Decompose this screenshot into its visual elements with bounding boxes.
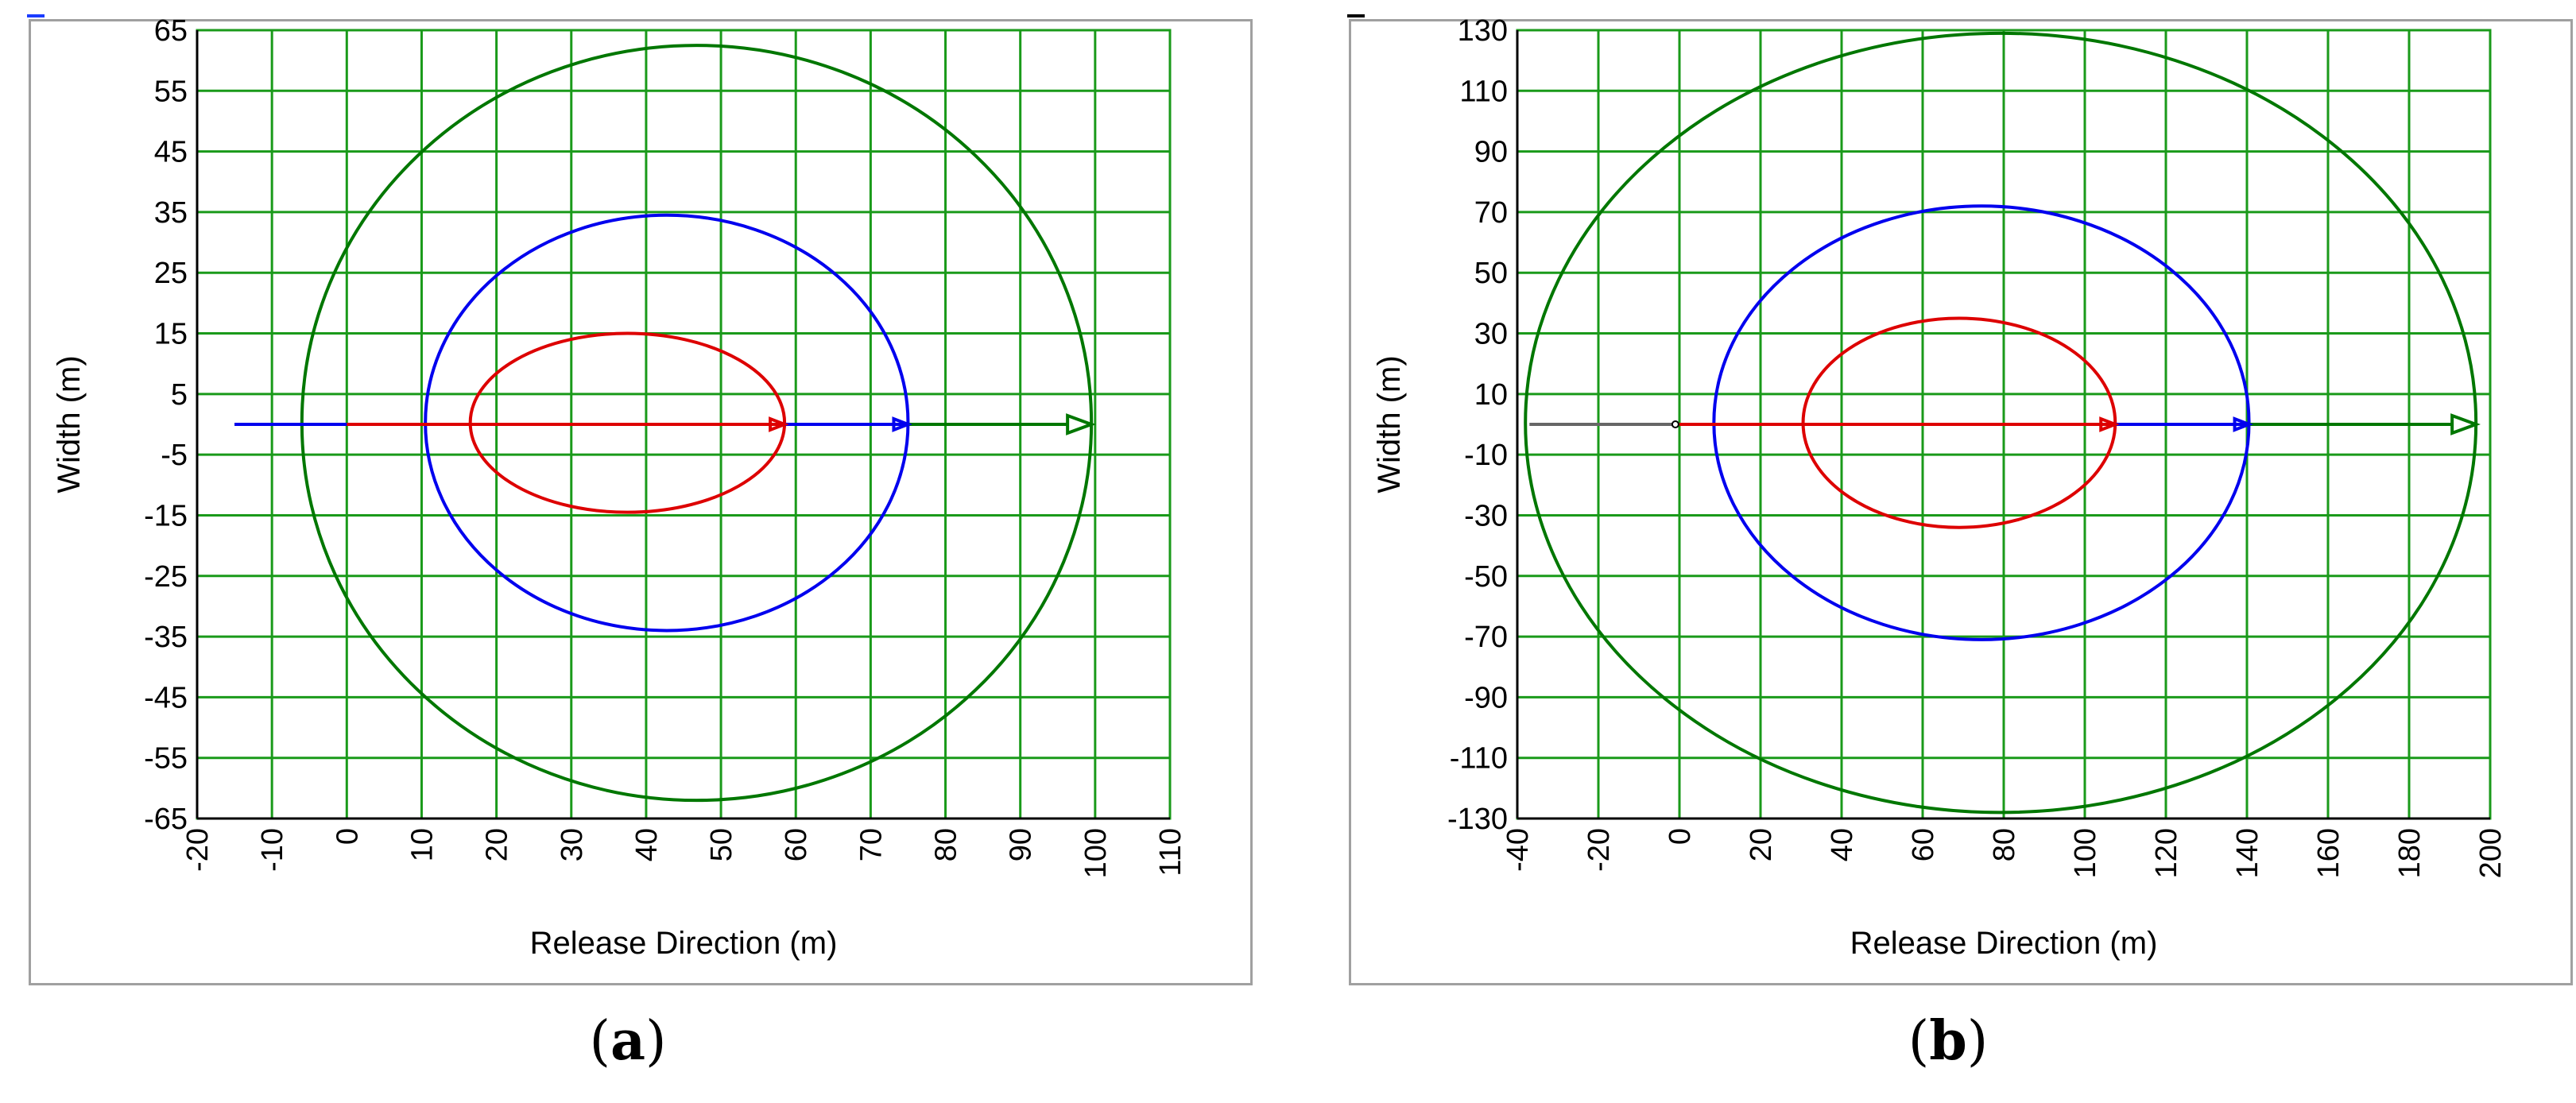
x-tick-label: 10 <box>405 828 439 861</box>
x-tick-label: 70 <box>854 828 888 861</box>
y-tick-label: -10 <box>1464 439 1508 472</box>
y-axis-title: Width (m) <box>52 355 87 493</box>
x-tick-label: 110 <box>1154 828 1187 877</box>
x-tick-label: 50 <box>705 828 738 861</box>
x-tick-label: 140 <box>2231 828 2264 878</box>
chart-svg-a: 65 55 45 35 25 15 5 -5 -15 -25 -35 -45 -55 -65-20 -10 0… <box>52 14 1187 961</box>
y-tick-label: -65 <box>144 803 188 836</box>
x-tick-label: 180 <box>2393 828 2427 878</box>
y-tick-label: -70 <box>1464 621 1508 654</box>
y-tick-label: -5 <box>161 439 188 472</box>
y-tick-label: -90 <box>1464 681 1508 714</box>
x-tick-label: 90 <box>1005 828 1038 861</box>
y-tick-label: -35 <box>144 621 188 654</box>
x-tick-label: 0 <box>1664 828 1697 845</box>
panel-caption: (b) <box>1908 1009 1989 1073</box>
x-tick-label: 160 <box>2312 828 2346 878</box>
y-tick-label: 50 <box>1474 257 1508 290</box>
x-tick-label: 20 <box>481 828 514 861</box>
y-tick-label: 70 <box>1474 196 1508 230</box>
topmark <box>27 14 45 17</box>
y-tick-label: -30 <box>1464 499 1508 532</box>
arrow-head <box>2450 413 2481 435</box>
x-tick-label: 100 <box>1079 828 1113 878</box>
arrow-head <box>769 416 789 432</box>
x-tick-label: -20 <box>1582 828 1616 872</box>
topmark <box>1347 14 1365 17</box>
y-axis-title: Width (m) <box>1372 355 1407 493</box>
y-tick-label: 110 <box>1459 75 1508 108</box>
y-tick-label: -50 <box>1464 560 1508 594</box>
y-tick-label: 25 <box>154 257 188 290</box>
arrow-head <box>2233 416 2254 432</box>
x-tick-label: -20 <box>181 828 215 872</box>
x-tick-label: 60 <box>780 828 813 861</box>
x-tick-label: 120 <box>2150 828 2183 878</box>
x-tick-label: 80 <box>1988 828 2021 861</box>
chart-panel-b: 130 110 90 70 50 30 10 -10 -30 -50 -70 -90 -110 -130-… <box>1320 0 2576 1103</box>
y-tick-label: -55 <box>144 742 188 776</box>
y-tick-label: 130 <box>1458 14 1508 48</box>
panel-caption: (a) <box>589 1009 667 1073</box>
x-tick-label: 30 <box>556 828 589 861</box>
y-tick-label: 30 <box>1474 318 1508 351</box>
y-tick-label: -110 <box>1450 742 1508 776</box>
x-tick-label: -40 <box>1501 828 1535 872</box>
y-tick-label: 90 <box>1474 136 1508 169</box>
y-tick-label: 15 <box>154 318 188 351</box>
x-tick-label: 80 <box>930 828 963 861</box>
x-tick-label: 40 <box>1826 828 1859 861</box>
x-tick-label: 20 <box>1745 828 1778 861</box>
x-axis-title: Release Direction (m) <box>1850 926 2158 961</box>
arrow-head <box>892 416 912 432</box>
source-point <box>1671 420 1679 428</box>
arrow-head <box>2099 416 2120 432</box>
arrow-head <box>1066 413 1096 435</box>
y-tick-label: 65 <box>154 14 188 48</box>
y-tick-label: -15 <box>144 499 188 532</box>
y-tick-label: -130 <box>1447 803 1508 836</box>
x-tick-label: 200 <box>2474 828 2508 878</box>
y-tick-label: 10 <box>1474 378 1508 412</box>
chart-panel-a: 65 55 45 35 25 15 5 -5 -15 -25 -35 -45 -55 -65 -20 -10 0… <box>0 0 1256 1103</box>
y-tick-label: 35 <box>154 196 188 230</box>
chart-svg-b: 1301109070503010-10-30-50-70-90-110-130-… <box>1372 14 2508 961</box>
y-tick-label: 45 <box>154 136 188 169</box>
y-tick-label: 5 <box>171 378 188 412</box>
y-tick-label: -45 <box>144 681 188 714</box>
x-tick-label: 0 <box>331 828 364 845</box>
x-tick-label: 40 <box>630 828 664 861</box>
x-axis-title: Release Direction (m) <box>530 926 838 961</box>
y-tick-label: 55 <box>154 75 188 108</box>
x-tick-label: 100 <box>2069 828 2102 878</box>
x-tick-label: 60 <box>1907 828 1940 861</box>
x-tick-label: -10 <box>256 828 289 872</box>
y-tick-label: -25 <box>144 560 188 594</box>
